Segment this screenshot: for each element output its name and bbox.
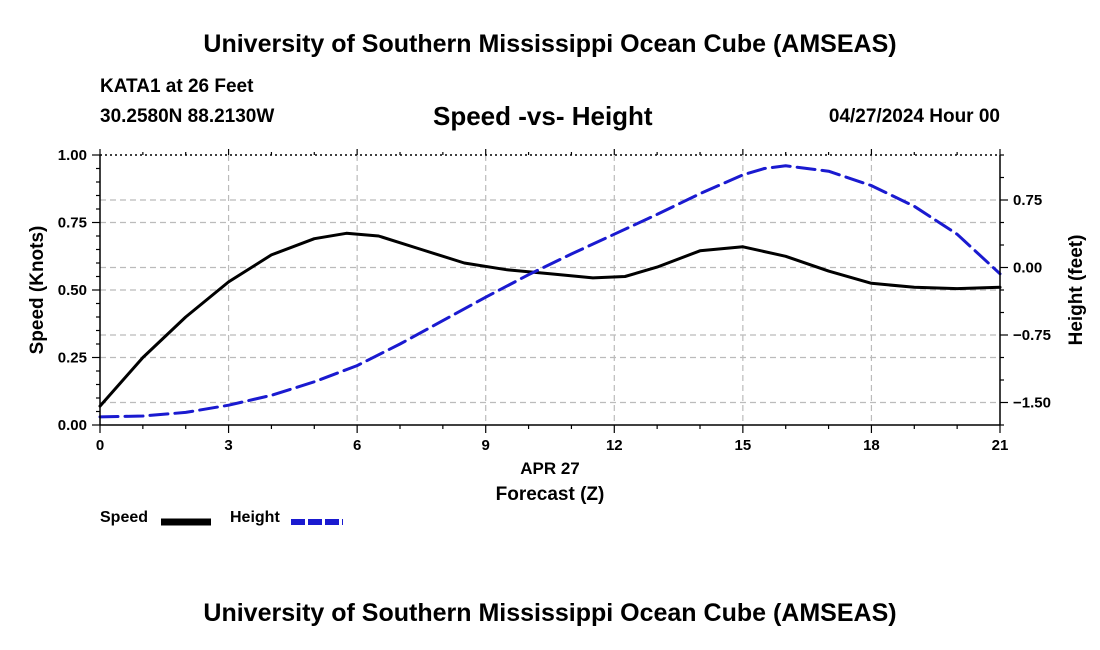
- x-tick-label: 9: [482, 437, 490, 454]
- legend-speed-swatch: [161, 514, 211, 526]
- legend-height-label: Height: [230, 509, 280, 526]
- height-series-line: [98, 164, 1002, 419]
- y-tick-label: 0.75: [58, 215, 87, 232]
- bottom-title: University of Southern Mississippi Ocean…: [203, 599, 897, 627]
- x-tick-label: 15: [735, 437, 752, 454]
- series: [98, 164, 1002, 419]
- y2-tick-label: 0.00: [1013, 260, 1042, 277]
- station-label: KATA1 at 26 Feet: [100, 76, 254, 97]
- y-tick-label: 0.50: [58, 282, 87, 299]
- top-title: University of Southern Mississippi Ocean…: [203, 30, 897, 58]
- forecast-date: 04/27/2024 Hour 00: [828, 106, 1000, 127]
- speed-series-line: [98, 231, 1002, 408]
- legend-speed-label: Speed: [100, 509, 149, 526]
- station-coordinates: 30.2580N 88.2130W: [100, 106, 275, 127]
- axes: 0 3 6 9 12 15 18 21 0.00 0.25 0.50 0.75 1.00 −1.50 −0.…: [58, 147, 1051, 454]
- y-tick-label: 0.25: [58, 350, 87, 367]
- x-tick-label: 6: [353, 437, 361, 454]
- speed-height-chart: 0 3 6 9 12 15 18 21 0.00 0.25 0.50 0.75 1.00 −1.50 −0.…: [27, 147, 1087, 505]
- y2-tick-label: 0.75: [1013, 192, 1042, 209]
- y-axis-label: Speed (Knots): [27, 226, 48, 355]
- y-tick-label: 0.00: [58, 417, 87, 434]
- x-tick-label: 0: [96, 437, 104, 454]
- legend-height-swatch: [291, 514, 343, 525]
- x-tick-label: 3: [224, 437, 232, 454]
- chart-title: Speed -vs- Height: [433, 101, 653, 131]
- x-tick-label: 21: [992, 437, 1009, 454]
- grid: [100, 155, 1000, 425]
- x-tick-label: 18: [863, 437, 880, 454]
- x-tick-label: 12: [606, 437, 623, 454]
- x-axis-label: Forecast (Z): [496, 484, 605, 505]
- y2-axis-label: Height (feet): [1066, 235, 1087, 346]
- y2-tick-label: −1.50: [1013, 395, 1051, 412]
- y-tick-label: 1.00: [58, 147, 87, 164]
- x-axis-date-label: APR 27: [520, 459, 580, 478]
- axis-labels: APR 27 Forecast (Z) Speed (Knots) Height…: [27, 226, 1087, 505]
- y2-tick-label: −0.75: [1013, 327, 1051, 344]
